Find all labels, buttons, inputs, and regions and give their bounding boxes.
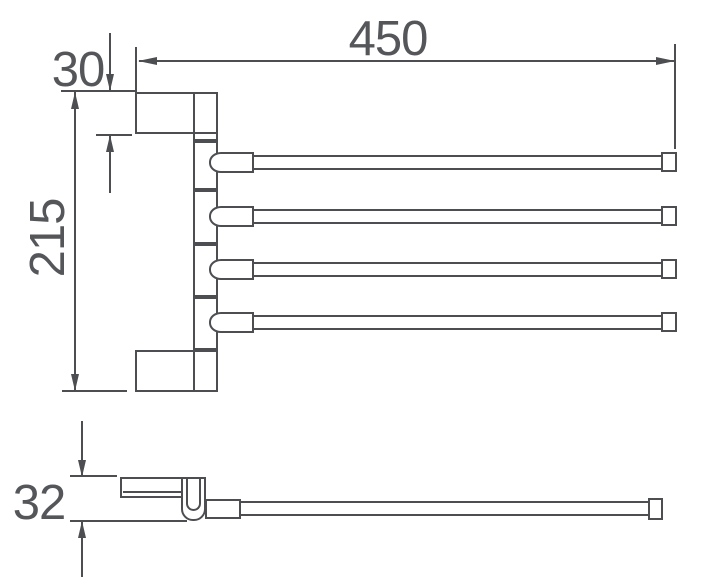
- wall-bracket-top: [135, 92, 218, 134]
- extension-line-depth-top: [70, 475, 117, 477]
- extension-line-width-left: [135, 47, 137, 92]
- extension-line-width-right: [674, 44, 676, 149]
- wall-plate-edge-line: [123, 491, 183, 493]
- dim-bracket-height-stem-lower: [109, 135, 111, 193]
- extension-line-bracket-top: [61, 90, 137, 92]
- arm-4-bar: [251, 315, 663, 330]
- side-arm-end-cap: [648, 498, 663, 520]
- post-divider: [193, 242, 218, 246]
- extension-line-bracket-bottom: [96, 134, 132, 136]
- arrow-left-icon: [138, 57, 157, 65]
- dim-depth-label: 32: [12, 476, 67, 530]
- arm-1-bar: [251, 155, 663, 170]
- swivel-pivot-inner-line: [186, 477, 201, 511]
- extension-line-depth-bottom: [70, 520, 187, 522]
- arrow-up-icon: [71, 92, 79, 109]
- arrow-right-icon: [656, 57, 675, 65]
- arrow-down-icon: [106, 74, 114, 91]
- post-divider: [193, 188, 218, 192]
- post-divider: [193, 295, 218, 299]
- arrow-up-icon: [78, 521, 86, 538]
- side-arm-hub: [205, 499, 241, 519]
- arm-3-bar: [251, 262, 663, 277]
- arm-2-pivot-hub: [209, 206, 254, 227]
- extension-line-total-bottom: [62, 390, 127, 392]
- wall-bracket-bottom: [135, 350, 218, 392]
- arm-1-end-cap: [661, 152, 677, 172]
- arm-4-pivot-hub: [209, 312, 254, 333]
- arm-4-end-cap: [661, 312, 677, 332]
- arm-3-end-cap: [661, 259, 677, 279]
- arm-1-pivot-hub: [209, 152, 254, 173]
- arm-3-pivot-hub: [209, 259, 254, 280]
- dim-total-height-line: [74, 92, 76, 391]
- dim-width-line: [139, 60, 675, 62]
- arm-2-end-cap: [661, 206, 677, 226]
- post-divider: [193, 139, 218, 143]
- side-arm-bar: [239, 501, 650, 516]
- dim-depth-stem-lower: [81, 521, 83, 577]
- dim-total-height-label: 215: [21, 198, 75, 278]
- dim-bracket-height-label: 30: [51, 43, 106, 97]
- dim-width-label: 450: [348, 12, 429, 66]
- arrow-up-icon: [106, 135, 114, 152]
- dim-depth-stem-upper: [81, 421, 83, 477]
- arrow-down-icon: [71, 374, 79, 391]
- dim-bracket-height-stem-upper: [109, 33, 111, 91]
- arm-2-bar: [251, 209, 663, 224]
- arrow-down-icon: [78, 460, 86, 477]
